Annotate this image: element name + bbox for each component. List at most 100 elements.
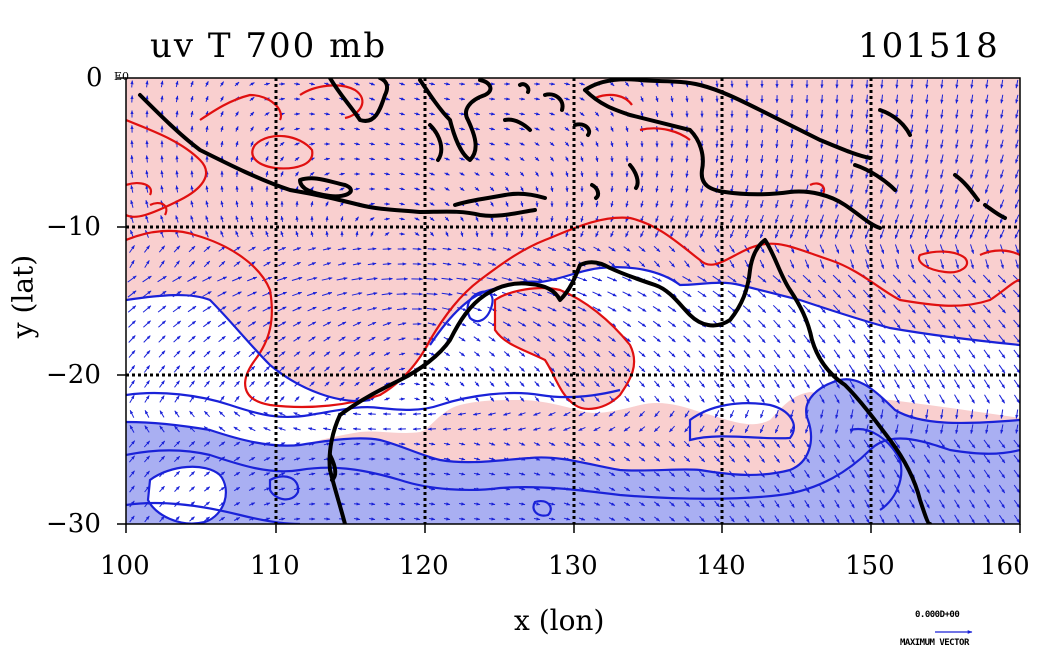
wind-vector [324,157,331,161]
wind-vector [175,185,179,193]
wind-vector [745,215,749,224]
wind-vector [190,80,194,88]
wind-vector [610,185,614,193]
wind-vector [533,261,541,267]
wind-vector [564,126,570,132]
wind-vector [340,216,344,222]
wind-vector [952,274,962,284]
wind-vector [474,186,480,192]
wind-vector [459,112,466,116]
wind-vector [775,214,779,224]
wind-vector [625,230,629,238]
wind-vector [910,169,914,179]
wind-vector [548,261,556,267]
wind-vector [790,169,794,179]
wind-vector [249,96,255,102]
wind-vector [235,185,239,193]
wind-vector [655,170,659,178]
wind-vector [592,291,602,297]
wind-vector [534,127,540,131]
wind-vector [504,157,510,161]
wind-vector [429,142,436,146]
wind-vector [699,230,705,238]
wind-vector [307,291,318,297]
wind-vector [940,184,944,194]
wind-vector [293,517,301,521]
wind-vector [324,172,330,176]
wind-vector [850,124,854,134]
wind-vector [640,81,644,87]
wind-vector [940,79,944,89]
wind-vector [984,214,990,224]
wind-vector [142,275,152,283]
wind-vector [775,155,779,164]
wind-vector [835,184,839,194]
wind-vector [879,244,885,254]
wind-vector [426,277,438,281]
wind-vector [970,79,974,89]
wind-vector [145,185,149,193]
wind-vector [893,289,901,299]
wind-vector [130,169,134,178]
wind-vector [247,276,258,282]
wind-vector [336,292,348,296]
wind-vector [640,200,644,208]
wind-vector [280,230,284,238]
wind-vector [145,80,149,88]
wind-vector [910,79,914,89]
wind-vector [247,291,257,297]
wind-vector [160,155,164,163]
wind-vector [188,260,196,268]
wind-vector [1000,94,1004,104]
wind-vector [145,199,149,208]
wind-vector [670,170,674,178]
wind-vector [339,127,346,131]
wind-vector [205,140,209,148]
y-tick-label: −20 [46,360,101,390]
wind-vector [670,155,674,163]
wind-vector [250,200,254,208]
wind-vector [351,292,363,296]
wind-vector [729,245,735,253]
wind-vector [276,276,288,282]
wind-vector [460,216,464,222]
wind-vector [369,82,376,86]
wind-vector [306,277,318,281]
wind-vector [444,201,450,207]
wind-vector [504,142,510,146]
wind-vector [294,127,300,131]
wind-vector [549,82,556,86]
wind-vector [354,157,361,161]
wind-vector [519,127,525,131]
wind-vector [652,291,662,297]
wind-vector [339,187,345,191]
wind-vector [188,245,196,253]
wind-vector [220,185,224,193]
wind-vector [535,230,539,238]
wind-vector [789,259,795,269]
wind-vector [863,289,871,299]
wind-vector [429,157,435,161]
wind-vector [832,274,842,284]
wind-vector [715,140,719,148]
wind-vector [970,169,974,179]
wind-vector [234,81,240,87]
x-tick-label: 140 [696,551,746,581]
wind-vector [505,216,509,223]
wind-vector [714,245,720,253]
wind-vector [865,259,869,269]
wind-vector [670,215,674,223]
wind-vector [682,290,692,298]
wind-vector [399,112,406,116]
wind-vector [247,306,257,312]
wind-vector [895,199,899,209]
wind-vector [774,229,780,239]
wind-vector [985,184,989,194]
wind-vector [279,156,285,162]
wind-vector [745,125,749,134]
wind-vector [760,184,764,194]
wind-vector [325,230,329,237]
wind-vector [684,260,690,268]
wind-vector [984,229,990,239]
wind-vector [760,140,764,149]
